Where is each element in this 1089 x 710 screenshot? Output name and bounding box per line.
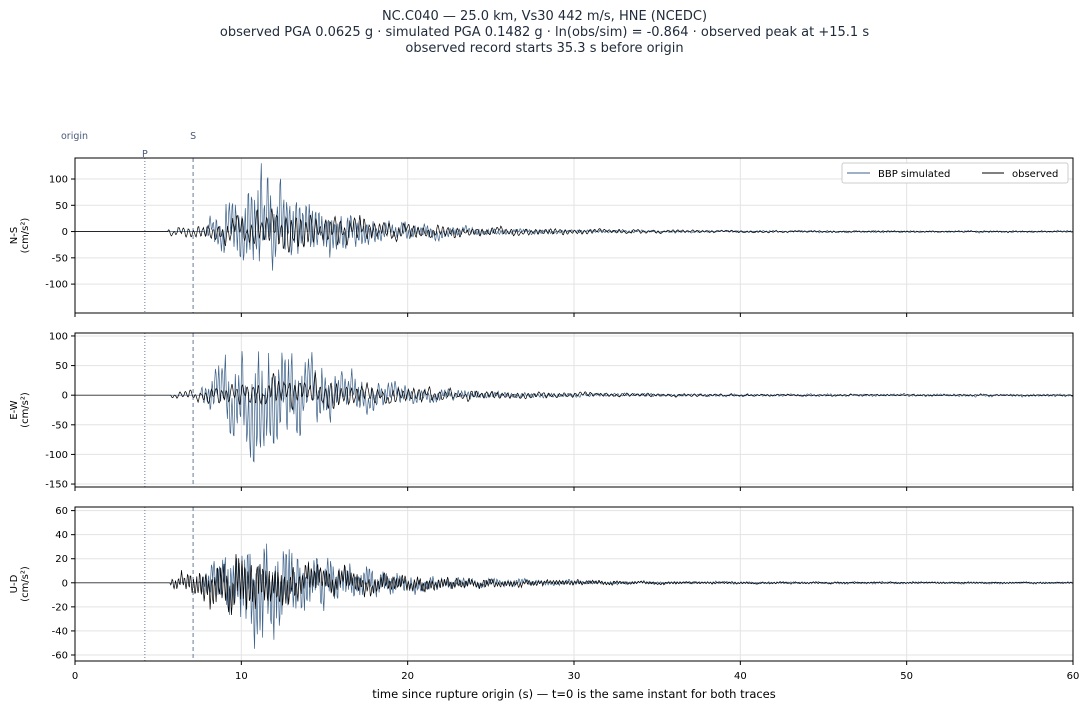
p-marker-label: P [142, 149, 148, 160]
y-tick-label: -20 [52, 602, 68, 613]
y-tick-label: 100 [49, 175, 68, 186]
legend-label-simulated: BBP simulated [878, 169, 950, 180]
chart-title-line-1: NC.C040 — 25.0 km, Vs30 442 m/s, HNE (NC… [381, 9, 708, 24]
y-tick-label: 40 [55, 530, 68, 541]
panel-ns: -100 -50 0 50 100 N-S (cm/s²) [9, 157, 1074, 317]
x-tick-label: 0 [72, 671, 78, 682]
x-tick-label: 30 [568, 671, 581, 682]
y-tick-label: -50 [52, 253, 68, 264]
y-axis-label: (cm/s²) [20, 566, 31, 602]
y-tick-label: -100 [45, 280, 68, 291]
y-tick-label: -150 [45, 480, 68, 491]
x-axis-label: time since rupture origin (s) — t=0 is t… [372, 687, 776, 701]
panel-ew: -150 -100 -50 0 50 100 E-W (cm/s²) [9, 331, 1074, 491]
x-tick-label: 50 [900, 671, 913, 682]
x-tick-label: 10 [235, 671, 248, 682]
y-tick-label: -60 [52, 650, 68, 661]
y-axis-label: N-S [9, 227, 20, 244]
legend: BBP simulated observed [841, 162, 1069, 184]
y-axis-label: U-D [9, 574, 20, 593]
y-tick-label: 50 [55, 201, 68, 212]
x-tick-label: 40 [734, 671, 747, 682]
y-tick-label: -50 [52, 420, 68, 431]
origin-marker-label: origin [61, 131, 88, 142]
y-tick-label: 0 [62, 578, 68, 589]
legend-box [841, 162, 1069, 184]
observed-trace [75, 554, 1073, 616]
y-tick-label: -40 [52, 626, 68, 637]
y-tick-label: 100 [49, 331, 68, 342]
y-axis-label: (cm/s²) [20, 218, 31, 254]
y-tick-label: 0 [62, 227, 68, 238]
observed-trace [75, 372, 1073, 411]
y-tick-label: -100 [45, 450, 68, 461]
s-marker-label: S [190, 131, 196, 142]
y-tick-label: 60 [55, 506, 68, 517]
y-axis-label: (cm/s²) [20, 392, 31, 428]
chart-title-line-3: observed record starts 35.3 s before ori… [405, 41, 684, 56]
y-axis-label: E-W [9, 400, 20, 420]
observed-trace [75, 208, 1073, 253]
panel-ud: -60 -40 -20 0 20 40 60 U-D (cm/s²) [9, 506, 1074, 665]
chart-title-line-2: observed PGA 0.0625 g · simulated PGA 0.… [219, 25, 870, 40]
x-tick-label: 60 [1067, 671, 1080, 682]
y-tick-label: 20 [55, 554, 68, 565]
y-tick-label: 0 [62, 391, 68, 402]
y-tick-label: 50 [55, 361, 68, 372]
x-tick-label: 20 [401, 671, 414, 682]
legend-label-observed: observed [1012, 169, 1058, 180]
